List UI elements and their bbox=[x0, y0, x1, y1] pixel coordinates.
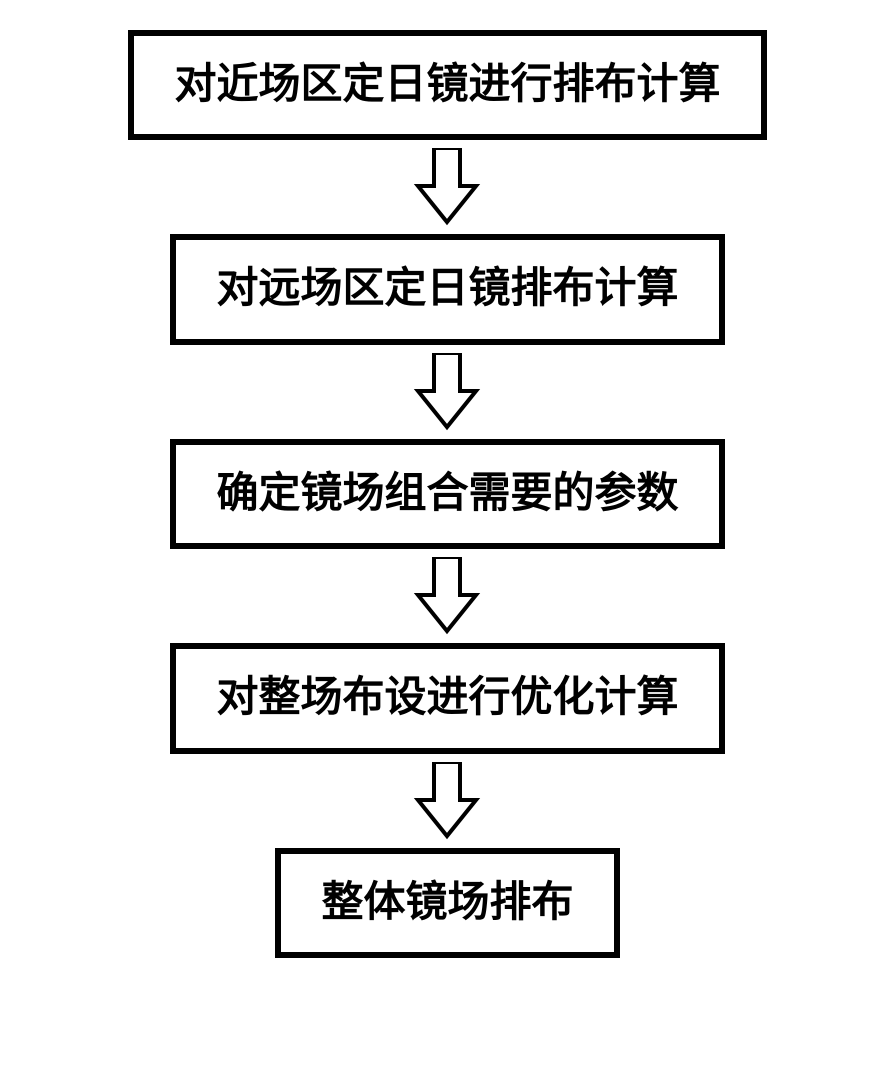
down-arrow-icon bbox=[412, 557, 482, 635]
down-arrow-icon bbox=[412, 148, 482, 226]
step-label: 整体镜场排布 bbox=[321, 880, 573, 926]
step-label: 对近场区定日镜进行排布计算 bbox=[174, 62, 720, 108]
step-label: 确定镜场组合需要的参数 bbox=[216, 471, 678, 517]
arrow-4 bbox=[412, 762, 482, 840]
step-label: 对整场布设进行优化计算 bbox=[216, 675, 678, 721]
arrow-3 bbox=[412, 557, 482, 635]
down-arrow-icon bbox=[412, 353, 482, 431]
arrow-2 bbox=[412, 353, 482, 431]
step-label: 对远场区定日镜排布计算 bbox=[216, 266, 678, 312]
step-box-1: 对近场区定日镜进行排布计算 bbox=[128, 30, 766, 140]
down-arrow-icon bbox=[412, 762, 482, 840]
flowchart-container: 对近场区定日镜进行排布计算 对远场区定日镜排布计算 确定镜场组合需要的参数 对整… bbox=[128, 30, 766, 958]
arrow-1 bbox=[412, 148, 482, 226]
step-box-5: 整体镜场排布 bbox=[275, 848, 619, 958]
step-box-3: 确定镜场组合需要的参数 bbox=[170, 439, 724, 549]
step-box-4: 对整场布设进行优化计算 bbox=[170, 643, 724, 753]
step-box-2: 对远场区定日镜排布计算 bbox=[170, 234, 724, 344]
